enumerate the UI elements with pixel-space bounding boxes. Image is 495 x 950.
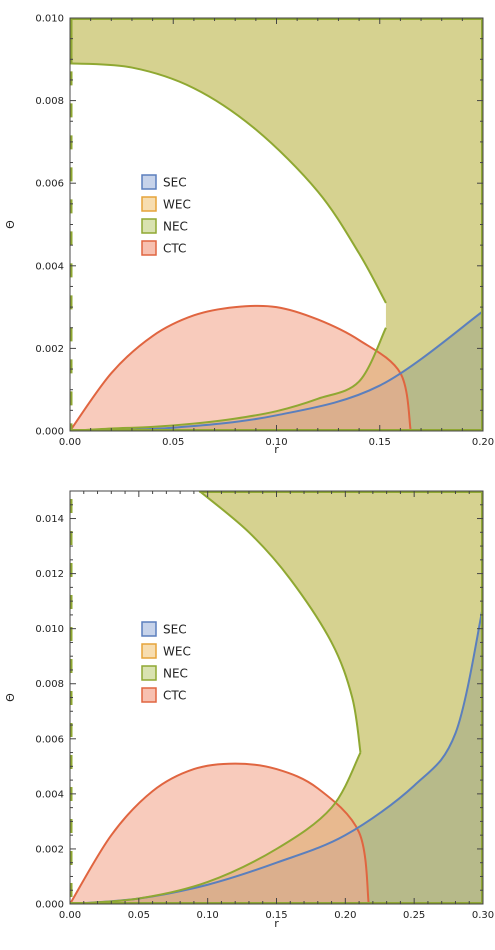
x-tick-label: 0.00 xyxy=(59,910,81,921)
y-tick-label: 0.000 xyxy=(35,427,64,438)
panel-1: 0.00 0.05 0.10 0.15 0.20 0.000 0.002 0.004 0.006… xyxy=(4,14,494,457)
x-tick-label: 0.20 xyxy=(334,910,356,921)
panel-2: 0.00 0.05 0.10 0.15 0.20 0.25 0.30 0.000 0.002 0.… xyxy=(4,490,494,930)
legend-swatch-wec xyxy=(141,196,157,212)
legend-label-wec: WEC xyxy=(163,198,191,212)
ctc-boundary xyxy=(70,304,412,431)
legend-label-wec: WEC xyxy=(163,645,191,659)
legend-label-ctc: CTC xyxy=(163,242,186,256)
nec-upper-boundary xyxy=(70,62,387,304)
y-axis-label: Θ xyxy=(4,693,17,702)
nec-region xyxy=(70,18,483,431)
legend-swatch-sec xyxy=(141,174,157,190)
y-tick-label: 0.014 xyxy=(35,514,64,525)
y-tick-label: 0.000 xyxy=(35,900,64,911)
nec-lower-boundary xyxy=(70,752,362,904)
x-axis-label: r xyxy=(274,443,279,456)
legend-label-nec: NEC xyxy=(163,220,188,234)
legend: SEC WEC NEC CTC xyxy=(141,621,191,703)
x-tick-label: 0.20 xyxy=(472,437,494,448)
y-tick-label: 0.012 xyxy=(35,569,64,580)
plot-area xyxy=(70,18,483,431)
y-tick-label: 0.004 xyxy=(35,261,64,272)
legend-swatch-ctc xyxy=(141,687,157,703)
sec-region xyxy=(70,606,483,904)
legend-swatch-wec xyxy=(141,643,157,659)
nec-upper-boundary xyxy=(198,491,362,753)
x-tick-label: 0.10 xyxy=(197,910,219,921)
x-tick-label: 0.15 xyxy=(265,910,287,921)
legend-swatch-sec xyxy=(141,621,157,637)
y-tick-label: 0.010 xyxy=(35,14,64,25)
y-axis-label: Θ xyxy=(4,220,17,229)
y-tick-label: 0.008 xyxy=(35,679,64,690)
y-tick-label: 0.002 xyxy=(35,344,64,355)
legend-label-sec: SEC xyxy=(163,623,187,637)
legend-swatch-nec xyxy=(141,218,157,234)
x-tick-label: 0.15 xyxy=(369,437,391,448)
x-tick-label: 0.30 xyxy=(472,910,494,921)
x-tick-label: 0.25 xyxy=(403,910,425,921)
legend-label-sec: SEC xyxy=(163,176,187,190)
nec-region xyxy=(70,491,483,904)
ctc-boundary xyxy=(70,762,370,904)
y-tick-label: 0.008 xyxy=(35,96,64,107)
legend-swatch-ctc xyxy=(141,240,157,256)
x-tick-label: 0.05 xyxy=(162,437,184,448)
ctc-region xyxy=(70,305,411,431)
legend-swatch-nec xyxy=(141,665,157,681)
legend-label-ctc: CTC xyxy=(163,689,186,703)
x-tick-label: 0.10 xyxy=(265,437,287,448)
x-axis-label: r xyxy=(274,917,279,930)
y-tick-label: 0.010 xyxy=(35,624,64,635)
y-tick-label: 0.006 xyxy=(35,734,64,745)
y-tick-label: 0.002 xyxy=(35,844,64,855)
nec-lower-boundary xyxy=(70,327,387,431)
y-tick-label: 0.004 xyxy=(35,789,64,800)
legend: SEC WEC NEC CTC xyxy=(141,174,191,256)
legend-label-nec: NEC xyxy=(163,667,188,681)
x-tick-label: 0.00 xyxy=(59,437,81,448)
y-tick-label: 0.006 xyxy=(35,179,64,190)
x-tick-label: 0.05 xyxy=(128,910,150,921)
plot-area xyxy=(70,491,483,904)
